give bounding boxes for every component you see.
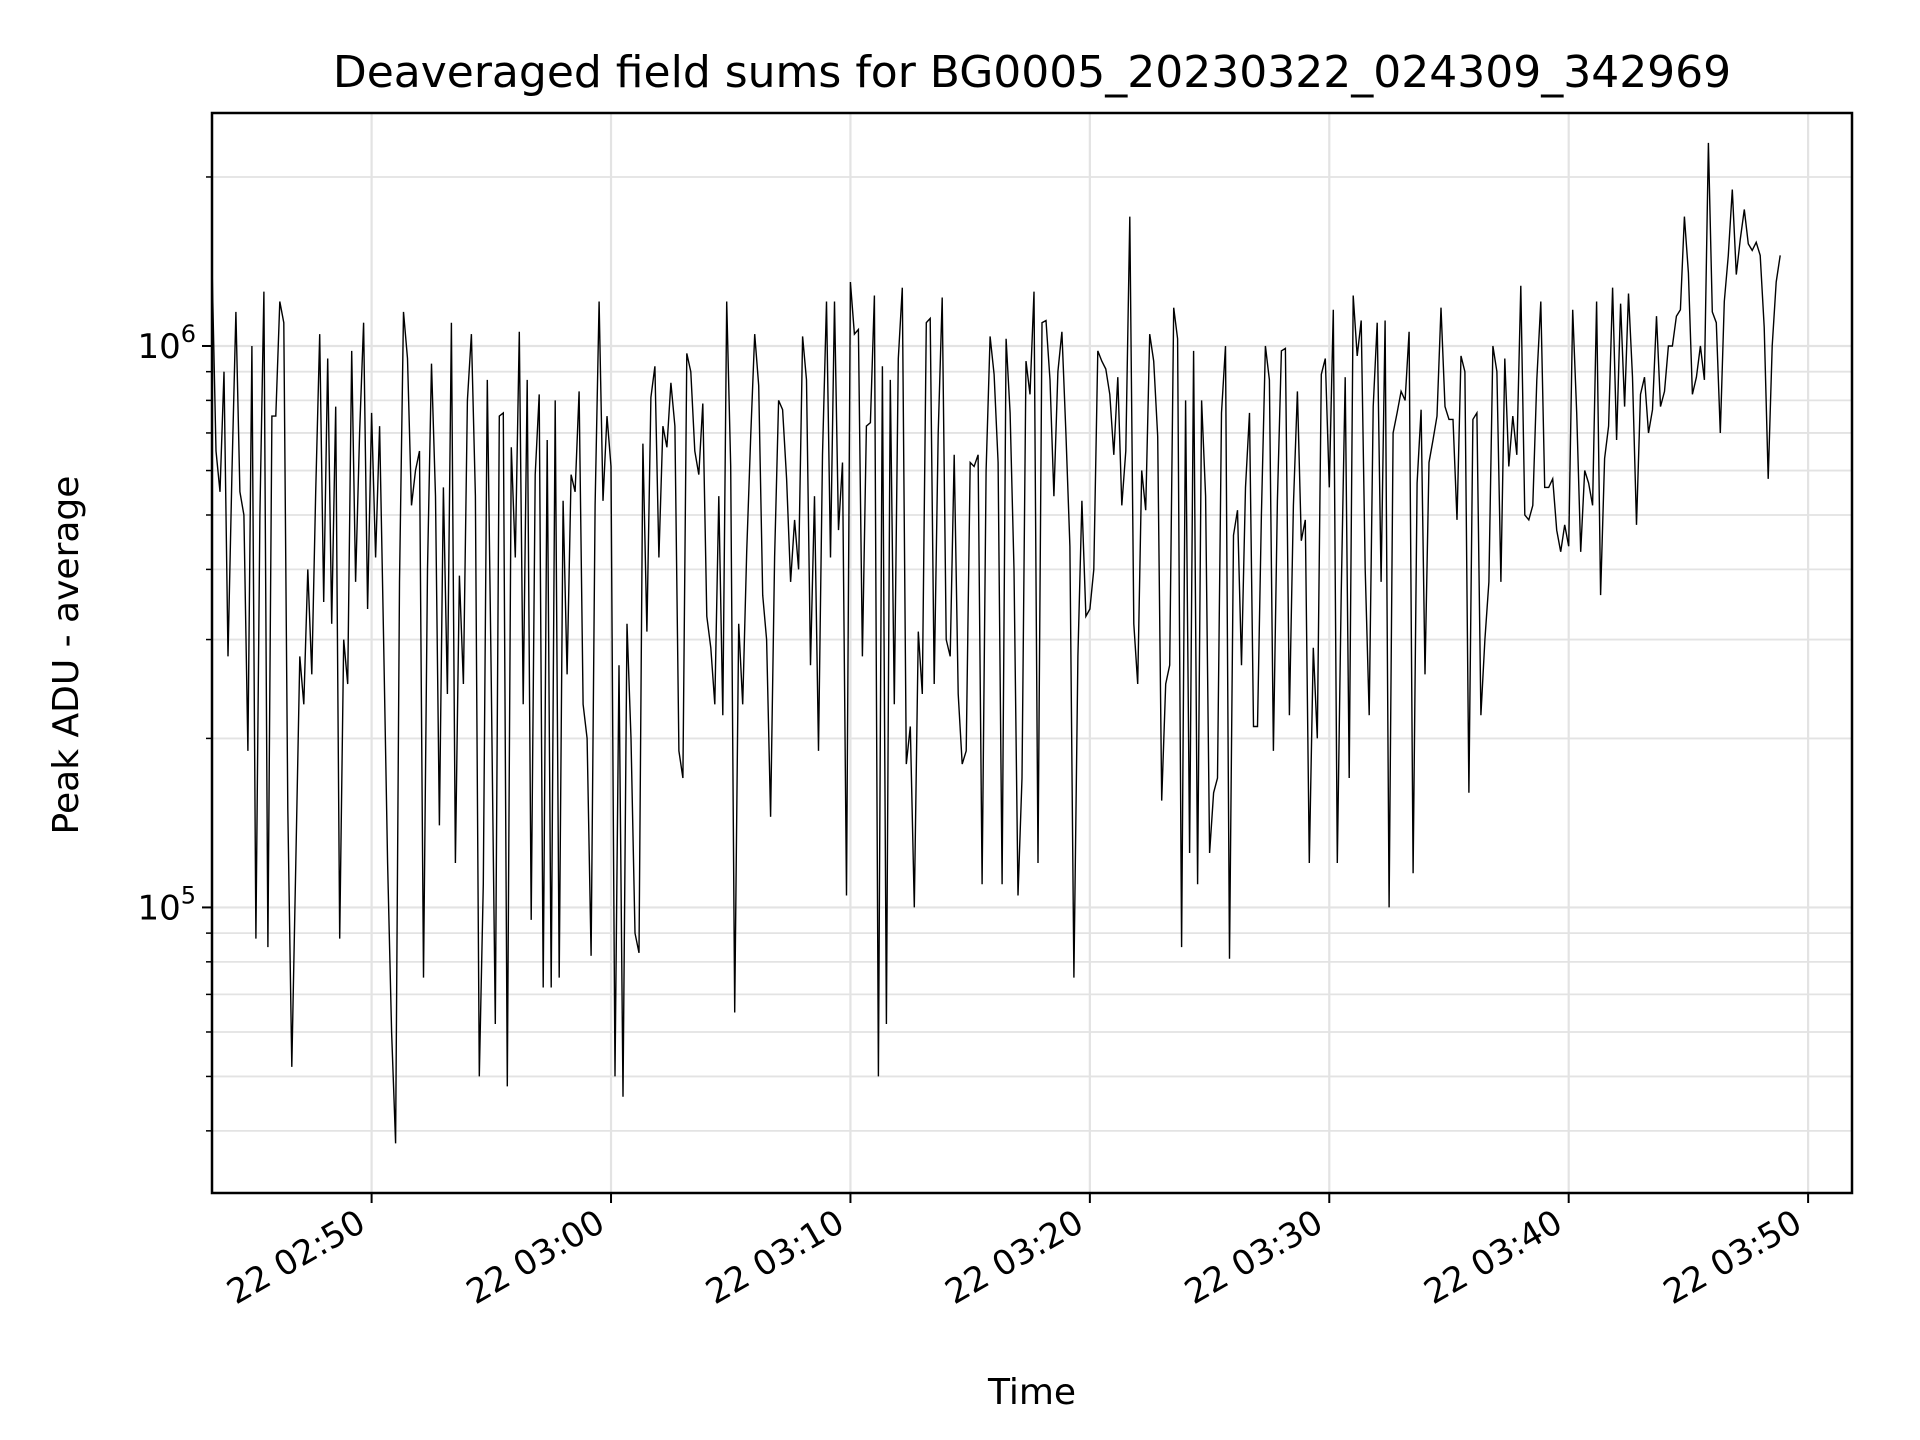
plot-frame (210, 111, 1854, 1195)
y-tick-label: 105 (137, 881, 196, 928)
series-line (211, 142, 1781, 1144)
series-group (211, 142, 1781, 1144)
x-axis-label: Time (987, 1372, 1076, 1413)
chart-title: Deaveraged field sums for BG0005_2023032… (333, 47, 1731, 98)
y-tick-label: 106 (137, 320, 196, 367)
y-axis-label: Peak ADU - average (46, 476, 87, 835)
